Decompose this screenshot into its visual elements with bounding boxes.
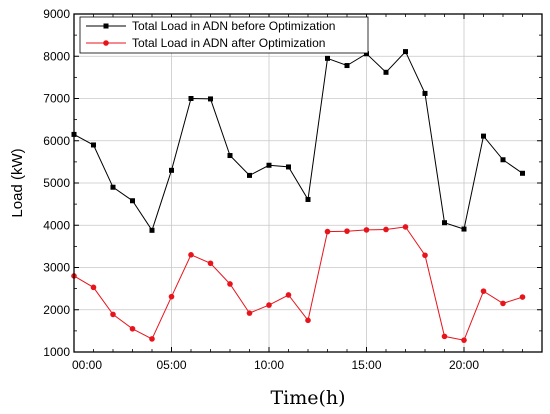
legend-box bbox=[79, 16, 369, 54]
data-point-before bbox=[481, 133, 486, 139]
x-axis-label: Time(h) bbox=[270, 387, 345, 409]
legend-entry-before: Total Load in ADN before Optimization bbox=[86, 19, 335, 33]
y-tick-labels: 1000 2000 3000 4000 5000 6000 7000 8000 9000 bbox=[43, 7, 70, 359]
data-point-after bbox=[227, 281, 233, 287]
data-point-before bbox=[91, 142, 96, 148]
x-tick-labels: 00:00 05:00 10:00 15:00 20:00 bbox=[72, 358, 479, 372]
data-point-after bbox=[188, 252, 194, 258]
data-point-before bbox=[442, 220, 447, 226]
x-tick-label: 05:00 bbox=[156, 358, 186, 372]
data-point-before bbox=[149, 227, 155, 233]
data-point-before bbox=[422, 90, 428, 96]
data-point-after bbox=[402, 224, 409, 230]
data-point-before bbox=[305, 196, 311, 202]
data-point-before bbox=[169, 167, 174, 173]
grid bbox=[74, 14, 542, 352]
legend: Total Load in ADN before Optimization To… bbox=[79, 16, 369, 54]
data-point-after bbox=[324, 228, 331, 235]
data-point-after bbox=[461, 337, 467, 343]
axis-ticks bbox=[73, 13, 543, 353]
y-tick-label: 9000 bbox=[43, 7, 70, 21]
x-tick-label: 10:00 bbox=[254, 358, 284, 372]
legend-marker-after bbox=[103, 40, 109, 46]
data-point-before bbox=[227, 153, 233, 159]
data-point-after bbox=[110, 311, 116, 318]
data-point-before bbox=[500, 157, 506, 163]
data-point-before bbox=[110, 184, 116, 190]
data-point-before bbox=[266, 162, 272, 168]
data-point-after bbox=[480, 288, 487, 294]
data-point-before bbox=[344, 63, 350, 69]
data-point-after bbox=[383, 226, 389, 233]
legend-marker-before bbox=[103, 23, 109, 29]
data-point-before bbox=[461, 226, 467, 232]
data-point-before bbox=[208, 96, 213, 102]
data-point-after bbox=[422, 252, 428, 259]
data-point-before bbox=[520, 170, 525, 176]
y-tick-label: 1000 bbox=[43, 345, 70, 359]
data-point-after bbox=[441, 333, 448, 340]
y-tick-label: 4000 bbox=[43, 218, 70, 232]
data-point-after bbox=[168, 293, 175, 300]
data-point-before bbox=[364, 51, 369, 57]
data-point-after bbox=[149, 336, 155, 342]
data-point-before bbox=[188, 96, 194, 101]
series-layer bbox=[71, 49, 526, 343]
y-tick-label: 7000 bbox=[43, 92, 70, 106]
legend-label-after: Total Load in ADN after Optimization bbox=[132, 36, 325, 50]
legend-entry-after: Total Load in ADN after Optimization bbox=[86, 36, 325, 50]
series-line-1 bbox=[73, 226, 523, 341]
y-tick-label: 6000 bbox=[43, 134, 70, 148]
data-point-before bbox=[325, 55, 330, 61]
data-point-after bbox=[207, 260, 214, 267]
data-point-after bbox=[90, 284, 97, 291]
data-point-after bbox=[519, 294, 526, 300]
series-line-0 bbox=[73, 50, 523, 232]
y-tick-label: 3000 bbox=[43, 261, 70, 275]
data-point-after bbox=[500, 300, 506, 307]
data-point-after bbox=[363, 227, 370, 233]
data-point-after bbox=[344, 228, 350, 234]
data-point-before bbox=[130, 198, 135, 204]
data-point-before bbox=[403, 49, 408, 55]
data-point-before bbox=[383, 69, 389, 75]
legend-label-before: Total Load in ADN before Optimization bbox=[132, 19, 335, 33]
y-tick-label: 5000 bbox=[43, 176, 70, 190]
y-tick-label: 2000 bbox=[43, 303, 70, 317]
data-point-after bbox=[129, 325, 136, 332]
data-point-after bbox=[266, 302, 272, 308]
data-point-after bbox=[285, 292, 292, 298]
data-point-before bbox=[286, 164, 291, 170]
y-tick-label: 8000 bbox=[43, 49, 70, 63]
data-point-after bbox=[246, 310, 253, 316]
x-tick-label: 15:00 bbox=[351, 358, 381, 372]
data-point-before bbox=[247, 172, 252, 178]
x-tick-label: 20:00 bbox=[449, 358, 479, 372]
y-axis-label: Load (kW) bbox=[9, 148, 26, 217]
data-point-after bbox=[305, 317, 311, 324]
x-tick-label: 00:00 bbox=[72, 358, 102, 372]
